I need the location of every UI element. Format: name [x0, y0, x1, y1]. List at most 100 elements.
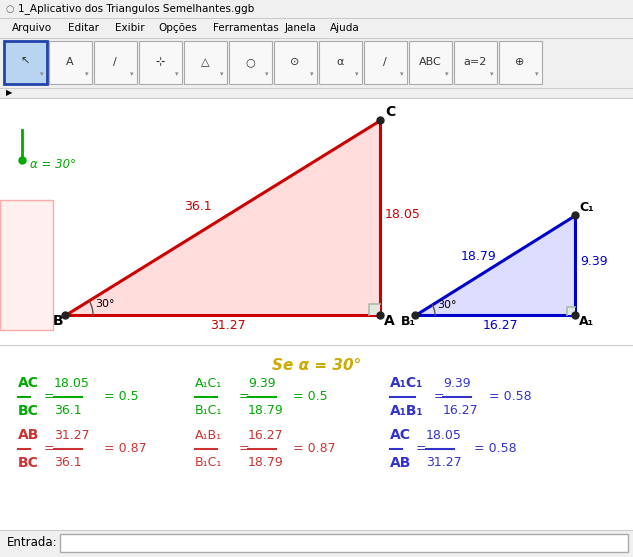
Text: =: =: [239, 442, 249, 456]
Bar: [0, 200, 53, 330]
Text: Ferramentas: Ferramentas: [213, 23, 279, 33]
Text: ○: ○: [245, 57, 255, 67]
Text: 9.39: 9.39: [248, 377, 275, 390]
Text: = 0.58: = 0.58: [489, 390, 532, 403]
Text: /: /: [383, 57, 387, 67]
Text: Exibir: Exibir: [115, 23, 144, 33]
Text: =: =: [239, 390, 249, 403]
Bar: [0, 98, 633, 345]
Text: ▾: ▾: [85, 71, 89, 77]
Text: 18.79: 18.79: [461, 250, 497, 263]
FancyBboxPatch shape: [273, 41, 316, 84]
Text: Janela: Janela: [285, 23, 316, 33]
Text: 31.27: 31.27: [426, 456, 461, 469]
Bar: [0, 38, 633, 88]
Text: A₁C₁: A₁C₁: [390, 376, 423, 390]
Text: 18.05: 18.05: [385, 208, 421, 221]
FancyBboxPatch shape: [499, 41, 541, 84]
Text: ▾: ▾: [220, 71, 223, 77]
Text: 9.39: 9.39: [443, 377, 470, 390]
Text: ▾: ▾: [490, 71, 494, 77]
Text: α = 30°: α = 30°: [30, 159, 76, 172]
Text: 18.79: 18.79: [248, 404, 284, 417]
Text: B: B: [53, 314, 64, 328]
Text: =: =: [44, 390, 54, 403]
Text: Se α = 30°: Se α = 30°: [272, 358, 361, 373]
Text: Editar: Editar: [68, 23, 99, 33]
Text: = 0.5: = 0.5: [104, 390, 139, 403]
Text: AB: AB: [18, 428, 39, 442]
Text: = 0.5: = 0.5: [293, 390, 328, 403]
Text: 18.05: 18.05: [426, 429, 462, 442]
FancyBboxPatch shape: [94, 41, 137, 84]
Text: A₁: A₁: [579, 315, 594, 328]
Text: 31.27: 31.27: [54, 429, 90, 442]
Text: A: A: [384, 314, 395, 328]
Text: 16.27: 16.27: [443, 404, 479, 417]
FancyBboxPatch shape: [4, 41, 46, 84]
Text: C: C: [385, 105, 395, 119]
Bar: [0, 345, 633, 530]
Text: ▶: ▶: [6, 89, 13, 97]
Text: ↖: ↖: [20, 57, 30, 67]
Text: 30°: 30°: [437, 300, 456, 310]
Text: ▾: ▾: [130, 71, 134, 77]
Text: 18.79: 18.79: [248, 456, 284, 469]
FancyBboxPatch shape: [229, 41, 272, 84]
Text: 1_Aplicativo dos Triangulos Semelhantes.ggb: 1_Aplicativo dos Triangulos Semelhantes.…: [18, 3, 254, 14]
Text: Entrada:: Entrada:: [7, 536, 58, 550]
Text: A₁B₁: A₁B₁: [195, 429, 222, 442]
Text: = 0.87: = 0.87: [293, 442, 335, 456]
Text: ○: ○: [6, 4, 15, 14]
FancyBboxPatch shape: [139, 41, 182, 84]
Text: 31.27: 31.27: [211, 319, 246, 332]
Text: ▾: ▾: [445, 71, 449, 77]
Text: 36.1: 36.1: [54, 456, 82, 469]
Text: A: A: [66, 57, 74, 67]
Text: ⊹: ⊹: [155, 57, 165, 67]
FancyBboxPatch shape: [184, 41, 227, 84]
Text: =: =: [434, 390, 444, 403]
FancyBboxPatch shape: [49, 41, 92, 84]
Text: 16.27: 16.27: [248, 429, 284, 442]
Text: A₁B₁: A₁B₁: [390, 404, 423, 418]
Text: AB: AB: [390, 456, 411, 470]
FancyBboxPatch shape: [318, 41, 361, 84]
Text: Opções: Opções: [158, 23, 197, 33]
Text: 9.39: 9.39: [580, 255, 608, 268]
Text: ▾: ▾: [400, 71, 403, 77]
Text: AC: AC: [18, 376, 39, 390]
Text: ▾: ▾: [355, 71, 358, 77]
FancyBboxPatch shape: [363, 41, 406, 84]
Text: ABC: ABC: [418, 57, 441, 67]
Text: B₁C₁: B₁C₁: [195, 404, 222, 417]
Text: 16.27: 16.27: [483, 319, 518, 332]
Text: =: =: [416, 442, 427, 456]
Text: △: △: [201, 57, 210, 67]
Polygon shape: [65, 120, 380, 315]
Text: = 0.87: = 0.87: [104, 442, 147, 456]
Polygon shape: [415, 215, 575, 315]
Text: ▾: ▾: [265, 71, 268, 77]
Text: ▾: ▾: [535, 71, 539, 77]
Text: 18.05: 18.05: [54, 377, 90, 390]
Text: B₁C₁: B₁C₁: [195, 456, 222, 469]
Text: B₁: B₁: [401, 315, 416, 328]
Text: ▾: ▾: [40, 71, 44, 77]
Text: BC: BC: [18, 404, 39, 418]
Text: 36.1: 36.1: [54, 404, 82, 417]
Text: Arquivo: Arquivo: [12, 23, 52, 33]
Text: ▾: ▾: [310, 71, 313, 77]
Text: = 0.58: = 0.58: [474, 442, 517, 456]
FancyBboxPatch shape: [408, 41, 451, 84]
Text: a=2: a=2: [463, 57, 487, 67]
Text: α: α: [336, 57, 344, 67]
Text: /: /: [113, 57, 117, 67]
Bar: [60, 534, 628, 552]
Text: Ajuda: Ajuda: [330, 23, 360, 33]
FancyBboxPatch shape: [453, 41, 496, 84]
Text: ⊙: ⊙: [291, 57, 299, 67]
Text: C₁: C₁: [579, 201, 594, 214]
Text: 30°: 30°: [95, 299, 115, 309]
Bar: [567, 307, 575, 315]
